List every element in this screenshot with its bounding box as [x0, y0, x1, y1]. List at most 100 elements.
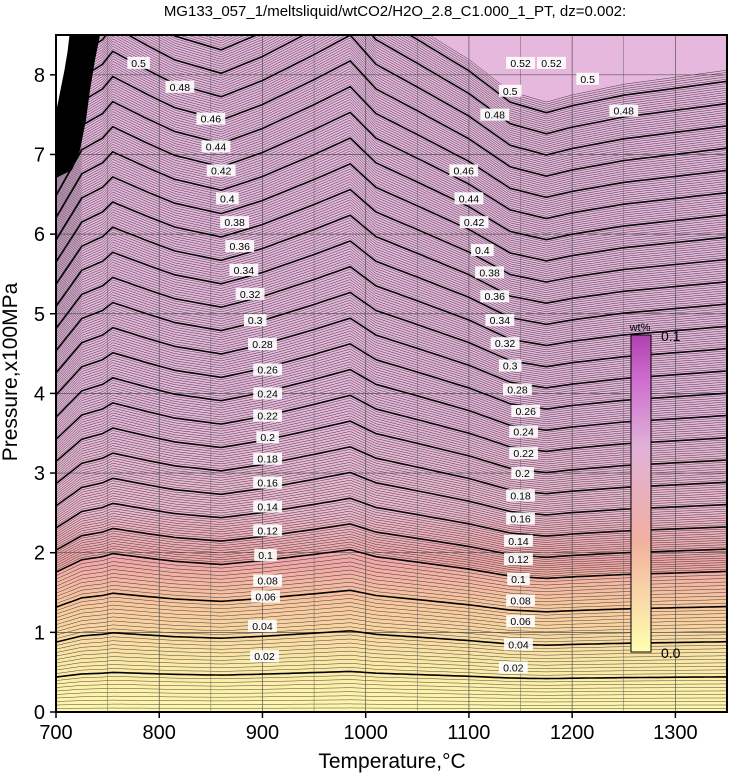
minor-contour-line [56, 495, 727, 535]
minor-contour-line [56, 310, 727, 382]
minor-contour-line [56, 508, 727, 545]
minor-contour-line [56, 467, 727, 511]
minor-contour-line [56, 602, 727, 623]
contour-label: 0.48 [614, 106, 635, 118]
minor-contour-line [56, 35, 727, 120]
contour-label-bg [253, 363, 283, 376]
minor-contour-line [56, 346, 727, 412]
contour-label-bg [253, 476, 283, 489]
x-tick-label: 1000 [343, 722, 388, 744]
minor-contour-line [56, 482, 727, 524]
minor-contour-line [56, 691, 727, 696]
minor-contour-line [56, 598, 727, 619]
minor-contour-line [56, 544, 727, 575]
contour-label: 0.12 [257, 525, 278, 537]
minor-contour-line [56, 479, 727, 522]
minor-contour-line [56, 101, 727, 211]
contour-label-bg [253, 409, 283, 422]
minor-contour-line [56, 492, 727, 533]
minor-contour-line [56, 253, 727, 336]
major-contour-line [56, 445, 727, 495]
minor-contour-line [56, 58, 727, 175]
minor-contour-line [56, 485, 727, 526]
x-tick-label: 900 [246, 722, 279, 744]
minor-contour-line [56, 687, 727, 693]
minor-contour-line [56, 505, 727, 543]
minor-contour-line [56, 338, 727, 406]
minor-contour-line [56, 279, 727, 357]
minor-contour-line [56, 695, 727, 699]
y-tick-label: 5 [34, 304, 45, 326]
minor-contour-line [56, 124, 727, 230]
minor-contour-line [56, 132, 727, 236]
minor-contour-line [56, 263, 727, 344]
minor-contour-line [56, 191, 727, 285]
minor-contour-line [56, 454, 727, 501]
minor-contour-line [56, 150, 727, 251]
major-contour-line [56, 343, 727, 410]
minor-contour-line [56, 119, 727, 226]
minor-contour-line [56, 276, 727, 355]
minor-contour-line [56, 415, 727, 469]
minor-contour-line [56, 238, 727, 323]
minor-contour-line [56, 70, 727, 185]
minor-contour-line [56, 335, 727, 403]
minor-contour-line [56, 364, 727, 427]
contour-label: 0.04 [252, 621, 273, 633]
contour-label: 0.06 [510, 616, 531, 628]
major-contour-line [56, 670, 727, 680]
minor-contour-line [56, 581, 727, 606]
contour-label-bg [459, 216, 489, 229]
minor-contour-line [56, 171, 727, 268]
contour-label: 0.26 [515, 406, 536, 418]
contour-label: 0.46 [454, 165, 475, 177]
minor-contour-line [56, 371, 727, 433]
minor-contour-line [56, 606, 727, 626]
minor-contour-line [56, 659, 727, 669]
major-contour-line [56, 523, 727, 559]
minor-contour-line [56, 405, 727, 461]
minor-contour-line [56, 464, 727, 509]
major-contour-line [56, 137, 727, 241]
minor-contour-line [56, 245, 727, 329]
contour-label: 0.3 [503, 361, 518, 373]
contour-label: 0.02 [254, 651, 275, 663]
contour-label: 0.44 [459, 193, 480, 205]
contour-label: 0.48 [170, 82, 191, 94]
minor-contour-line [56, 407, 727, 463]
minor-contour-line [56, 333, 727, 401]
major-contour-line [56, 59, 727, 178]
minor-contour-line [56, 106, 727, 215]
minor-contour-line [56, 202, 727, 293]
minor-contour-line [56, 622, 727, 639]
y-tick-label: 2 [34, 543, 45, 565]
minor-contour-line [56, 443, 727, 492]
minor-contour-line [56, 233, 727, 319]
minor-contour-line [56, 348, 727, 414]
contour-label-bg [449, 164, 479, 177]
minor-contour-line [56, 35, 727, 154]
minor-contour-line [56, 646, 727, 659]
contour-label: 0.36 [485, 291, 506, 303]
minor-contour-line [56, 521, 727, 556]
contour-label: 0.42 [211, 165, 232, 177]
minor-contour-line [56, 663, 727, 673]
contour-label-bg [506, 615, 535, 628]
contour-label: 0.08 [510, 595, 531, 607]
minor-contour-line [56, 389, 727, 448]
minor-contour-line [56, 431, 727, 482]
contour-label-bg [216, 192, 239, 205]
minor-contour-line [56, 73, 727, 188]
minor-contour-line [56, 35, 727, 145]
minor-contour-line [56, 387, 727, 446]
minor-contour-line [56, 63, 727, 179]
minor-contour-line [56, 707, 727, 709]
y-tick-label: 6 [34, 224, 45, 246]
minor-contour-line [56, 269, 727, 348]
minor-contour-line [56, 683, 727, 689]
major-contour-line [56, 548, 727, 580]
contour-label-bg [509, 425, 539, 438]
contour-label: 0.22 [257, 411, 278, 423]
minor-contour-line [56, 638, 727, 653]
contour-label: 0.52 [541, 58, 562, 70]
